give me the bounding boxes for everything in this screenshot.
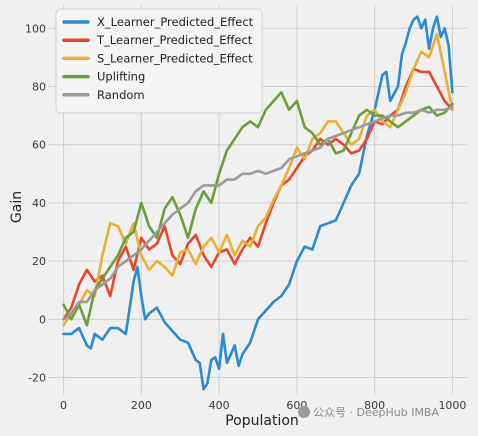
y-tick-label: 20 — [32, 255, 46, 268]
series-lines — [62, 15, 454, 391]
legend-box — [55, 8, 263, 114]
wechat-icon — [298, 406, 310, 418]
y-tick-label: 80 — [32, 80, 46, 93]
x-tick-label: 800 — [364, 399, 385, 412]
y-tick-label: 60 — [32, 139, 46, 152]
y-tick-label: 0 — [39, 313, 46, 326]
legend-label: Random — [97, 88, 145, 102]
x-tick-label: 0 — [60, 399, 67, 412]
watermark: 公众号 · DeepHub IMBA — [298, 406, 439, 419]
legend-label: T_Learner_Predicted_Effect — [96, 33, 253, 47]
legend-label: S_Learner_Predicted_Effect — [97, 51, 253, 65]
y-axis-title: Gain — [9, 191, 25, 223]
y-tick-label: -20 — [28, 372, 46, 385]
legend: X_Learner_Predicted_Effect T_Learner_Pred… — [55, 8, 263, 114]
x-axis-title: Population — [225, 413, 299, 429]
watermark-text: 公众号 · DeepHub IMBA — [313, 406, 439, 419]
series-line — [62, 91, 454, 327]
x-tick-label: 200 — [131, 399, 152, 412]
x-tick-label: 1000 — [438, 399, 466, 412]
series-line — [62, 105, 454, 321]
x-tick-label: 400 — [209, 399, 230, 412]
y-tick-label: 40 — [32, 197, 46, 210]
legend-label: Uplifting — [97, 70, 145, 84]
series-line — [62, 15, 454, 391]
legend-label: X_Learner_Predicted_Effect — [97, 15, 254, 29]
y-tick-label: 100 — [25, 22, 46, 35]
